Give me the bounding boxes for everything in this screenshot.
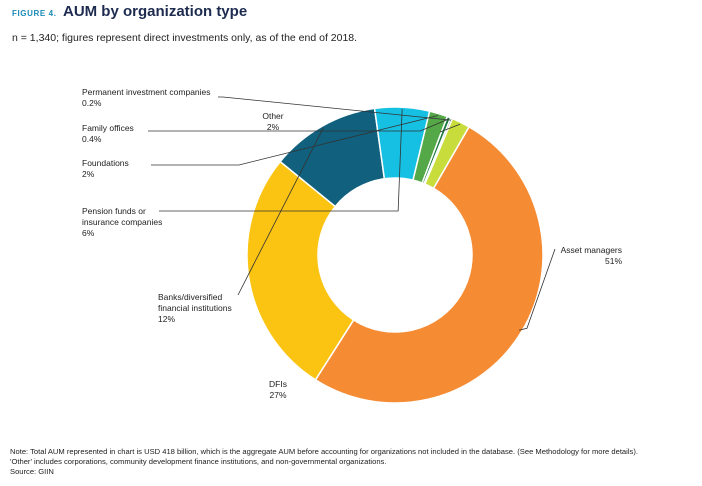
slice-asset-managers [314,125,544,404]
label-dfis: DFIs 27% [269,379,287,400]
label-permanent-investment: Permanent investment companies 0.2% [82,87,211,108]
leader-foundations [151,115,439,166]
label-pension-funds: Pension funds or insurance companies 6% [82,206,162,238]
leader-pension [159,109,403,212]
notes: Note: Total AUM represented in chart is … [10,447,638,477]
leader-family-offices [148,118,449,132]
label-asset-managers: Asset managers 51% [561,245,623,266]
leader-asset-managers [518,248,556,331]
figure-header: FIGURE 4. AUM by organization type [12,3,247,21]
slice-dfis [246,160,355,381]
label-family-offices: Family offices 0.4% [82,123,134,144]
leader-other [439,123,461,133]
donut-chart: Asset managers 51% DFIs 27% Banks/diversifie… [82,87,622,404]
slice-other [423,117,471,190]
leader-banks [237,127,324,296]
note-total-aum: Note: Total AUM represented in chart is … [10,447,638,456]
donut-slices [246,106,544,404]
leader-lines [148,96,556,331]
note-other-definition: 'Other' includes corporations, community… [10,457,387,466]
figure-label: FIGURE 4. [12,9,57,18]
label-other: Other 2% [262,111,283,132]
leader-permanent [218,96,451,121]
slice-labels: Asset managers 51% DFIs 27% Banks/diversifie… [82,87,622,400]
label-banks: Banks/diversified financial institutions 1… [158,292,232,324]
label-foundations: Foundations 2% [82,158,129,179]
chart-title: AUM by organization type [62,3,248,20]
source-note: Source: GIIN [10,467,54,476]
chart-subtitle: n = 1,340; figures represent direct inve… [12,32,358,44]
